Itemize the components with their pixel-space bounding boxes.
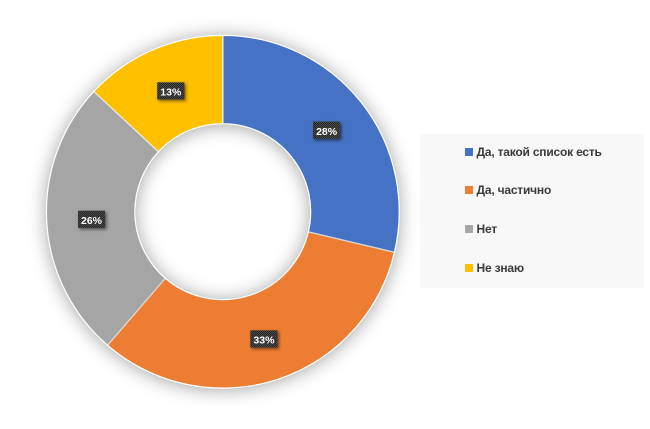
svg-text:33%: 33% — [253, 335, 275, 347]
svg-text:26%: 26% — [81, 215, 103, 227]
svg-text:13%: 13% — [160, 87, 182, 99]
svg-text:28%: 28% — [316, 126, 338, 138]
